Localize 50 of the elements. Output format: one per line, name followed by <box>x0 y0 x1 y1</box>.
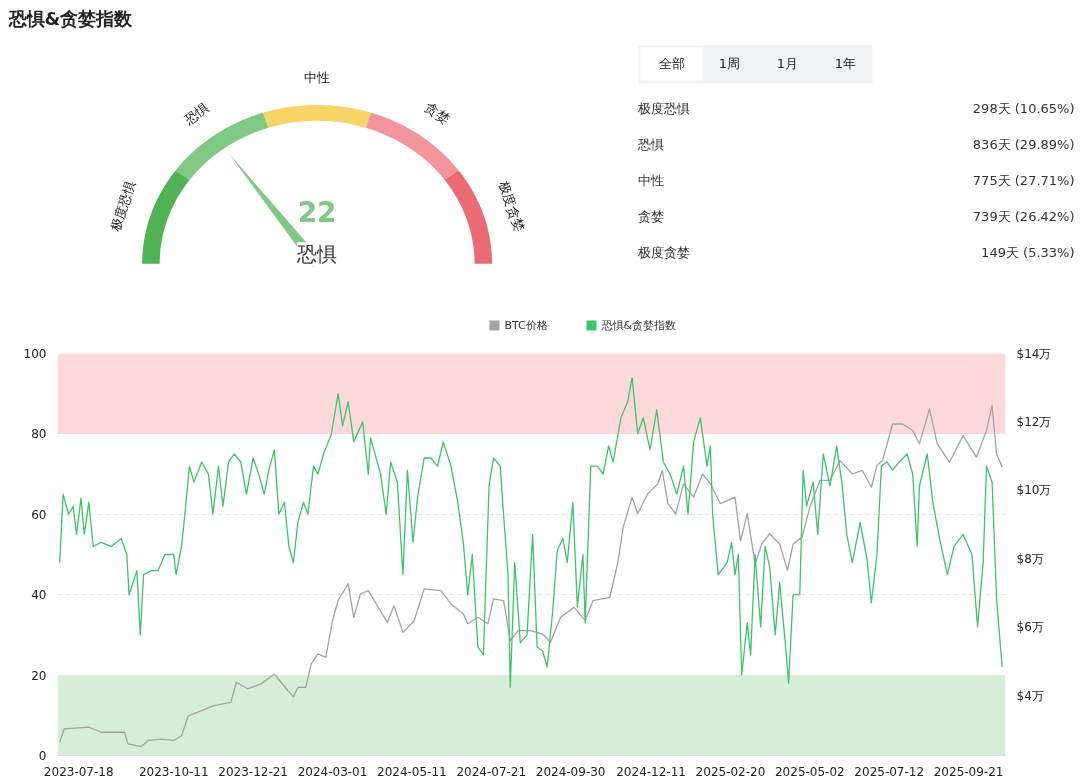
slice-label: 中性 <box>304 70 331 86</box>
text: 全部 <box>658 56 685 71</box>
legend-label: 恐惧&贪婪指数 <box>600 319 677 332</box>
x-tick-label: 2023-07-18 <box>43 764 114 779</box>
x-tick-label: 2024-12-11 <box>616 764 686 779</box>
text: 1年 <box>834 56 857 71</box>
line-series <box>59 404 1003 748</box>
x-tick-label: 2024-07-21 <box>456 764 527 779</box>
y-tick-label: 100 <box>23 347 47 361</box>
text: 极度贪婪 <box>636 245 690 260</box>
text: 739天 (26.42%) <box>972 209 1075 224</box>
x-tick-label: 2024-09-30 <box>535 764 606 779</box>
text: 149天 (5.33%) <box>981 245 1075 260</box>
text: 中性 <box>637 173 664 188</box>
x-tick-label: 2025-07-12 <box>854 764 925 779</box>
slice-label: 极度贪婪 <box>496 178 527 234</box>
legend-label: BTC价格 <box>504 319 548 332</box>
y-tick-label: 40 <box>31 588 47 603</box>
text: 1月 <box>776 56 799 71</box>
y-tick-label: 60 <box>31 507 47 522</box>
text: 1周 <box>718 56 741 71</box>
y-tick-label: 20 <box>31 668 47 683</box>
slice-label: 恐惧 <box>181 99 212 128</box>
text: 恐惧 <box>296 242 338 267</box>
y2-tick-label: $6万 <box>1016 620 1044 635</box>
x-tick-label: 2023-10-11 <box>138 764 209 779</box>
y2-tick-label: $8万 <box>1016 551 1044 566</box>
text: 极度恐惧 <box>636 101 690 116</box>
chart-title: 恐惧&贪婪指数 <box>7 7 134 29</box>
line-series <box>59 376 1003 688</box>
slice-label: 贪婪 <box>422 99 453 128</box>
text: 贪婪 <box>637 209 664 224</box>
x-tick-label: 2025-05-02 <box>774 764 845 779</box>
x-tick-label: 2025-09-21 <box>933 764 1004 779</box>
x-tick-label: 2025-02-20 <box>695 764 766 779</box>
y-tick-label: 80 <box>31 427 47 442</box>
text: 775天 (27.71%) <box>972 173 1075 188</box>
text: 298天 (10.65%) <box>972 101 1075 116</box>
y2-tick-label: $14万 <box>1016 346 1052 361</box>
x-tick-label: 2023-12-21 <box>218 764 289 779</box>
slice-label: 极度恐惧 <box>106 179 138 235</box>
y-tick-label: 0 <box>38 749 47 763</box>
y2-tick-label: $12万 <box>1016 414 1052 429</box>
x-tick-label: 2024-05-11 <box>377 764 447 779</box>
text: 836天 (29.89%) <box>972 137 1075 152</box>
x-tick-label: 2024-03-01 <box>297 764 368 779</box>
y2-tick-label: $10万 <box>1016 483 1052 498</box>
text: 22 <box>297 195 337 229</box>
y2-tick-label: $4万 <box>1016 688 1044 703</box>
text: 恐惧 <box>637 137 664 152</box>
